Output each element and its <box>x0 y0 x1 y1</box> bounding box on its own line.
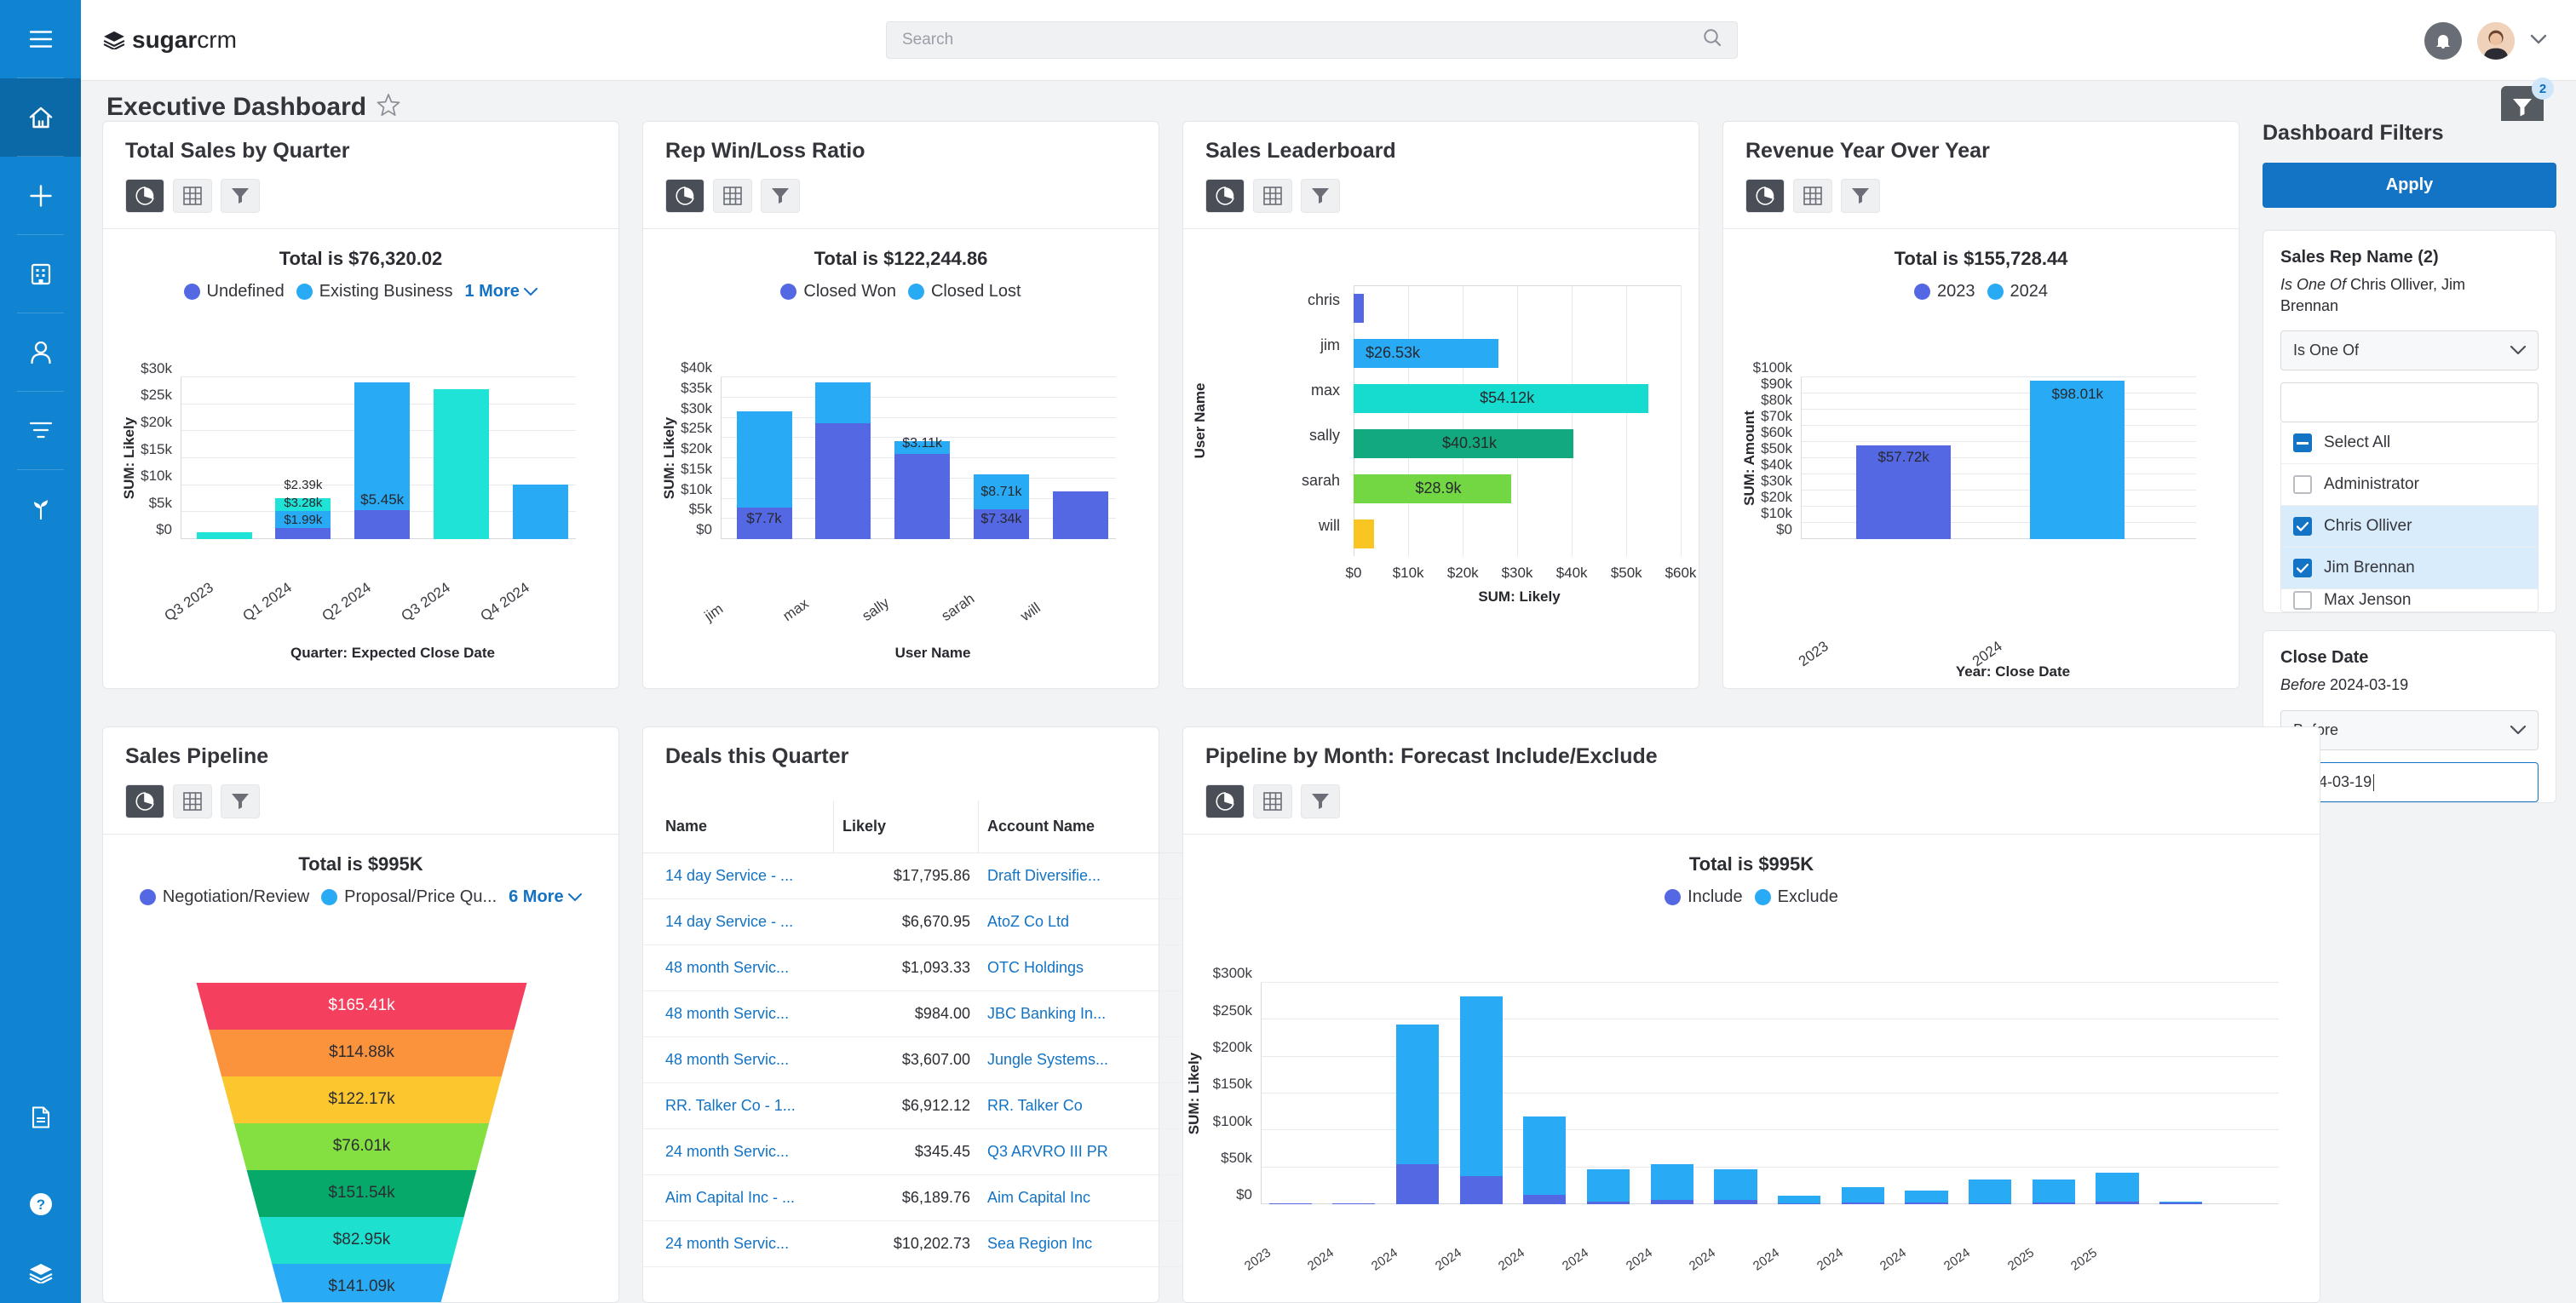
svg-text:?: ? <box>36 1197 44 1213</box>
svg-text:$76.01k: $76.01k <box>333 1137 391 1155</box>
svg-text:$122.17k: $122.17k <box>328 1090 395 1108</box>
svg-text:$165.41k: $165.41k <box>328 996 395 1014</box>
svg-text:$114.88k: $114.88k <box>329 1043 394 1061</box>
svg-text:$151.54k: $151.54k <box>328 1184 395 1202</box>
svg-text:$141.09k: $141.09k <box>328 1277 395 1295</box>
svg-text:$82.95k: $82.95k <box>333 1231 391 1248</box>
